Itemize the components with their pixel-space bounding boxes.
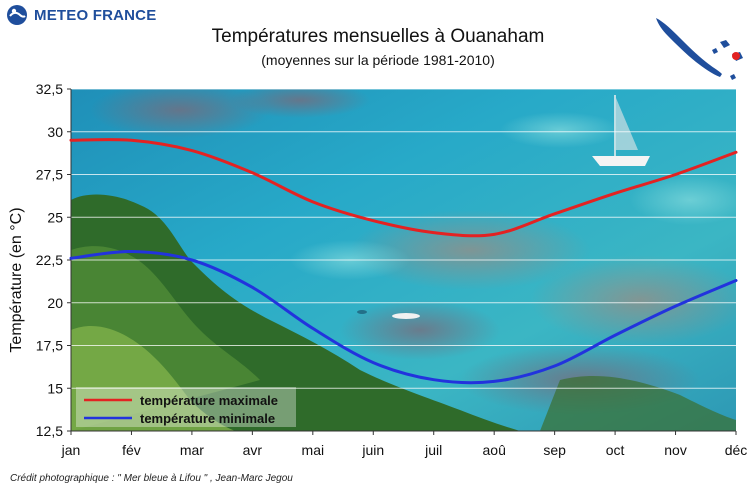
y-tick-label: 17,5 — [36, 338, 63, 354]
kayak — [357, 310, 420, 319]
x-tick-label: aoû — [483, 442, 506, 458]
x-tick-label: mar — [180, 442, 204, 458]
meteo-france-logo: METEO FRANCE — [6, 4, 156, 26]
series-line-max — [69, 138, 738, 238]
y-tick-label: 12,5 — [36, 423, 63, 439]
x-tick-label: juil — [424, 442, 442, 458]
logo-text: METEO FRANCE — [34, 6, 157, 24]
y-tick-label: 30 — [47, 124, 63, 140]
x-tick-label: avr — [243, 442, 263, 458]
x-tick-label: oct — [606, 442, 625, 458]
legend-label-min: température minimale — [140, 411, 275, 426]
y-tick-label: 20 — [47, 295, 63, 311]
x-tick-label: juin — [361, 442, 384, 458]
series-line-min — [69, 249, 738, 385]
legend: température maximale température minimal… — [76, 387, 296, 427]
meteo-france-emblem-icon — [7, 5, 27, 25]
sailboat — [592, 95, 650, 166]
legend-label-max: température maximale — [140, 393, 278, 408]
y-tick-label: 25 — [47, 209, 63, 225]
x-tick-label: jan — [61, 442, 81, 458]
chart-title: Températures mensuelles à Ouanaham — [211, 26, 545, 47]
x-axis-ticks: jan fév mar avr mai juin juil aoû sep oct nov déc — [61, 431, 748, 458]
y-tick-label: 15 — [47, 380, 63, 396]
y-axis-ticks: 12,5 15 17,5 20 22,5 25 27,5 30 32,5 — [36, 81, 71, 439]
x-tick-label: mai — [302, 442, 325, 458]
y-tick-label: 32,5 — [36, 81, 63, 97]
new-caledonia-map-icon — [656, 18, 743, 80]
x-tick-label: déc — [725, 442, 748, 458]
x-tick-label: nov — [664, 442, 687, 458]
series-layer — [69, 138, 738, 385]
gridlines — [71, 88, 736, 389]
lifou-marker-icon — [732, 52, 740, 60]
photo-credit: Crédit photographique : " Mer bleue à Li… — [10, 473, 293, 484]
y-tick-label: 22,5 — [36, 252, 63, 268]
y-tick-label: 27,5 — [36, 167, 63, 183]
x-tick-label: fév — [122, 442, 141, 458]
x-tick-label: sep — [543, 442, 566, 458]
y-axis-label: Température (en °C) — [8, 207, 25, 352]
chart-subtitle: (moyennes sur la période 1981-2010) — [261, 52, 495, 68]
